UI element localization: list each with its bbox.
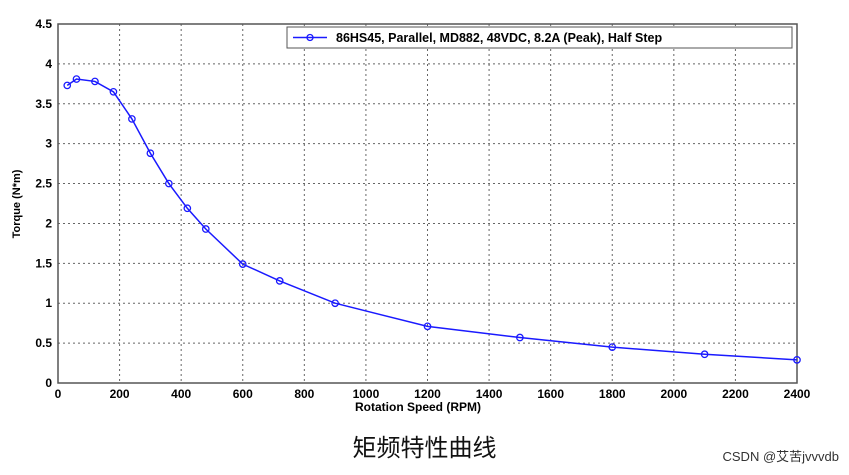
data-point xyxy=(793,356,801,364)
data-point xyxy=(146,149,155,158)
data-point xyxy=(516,333,524,342)
y-tick-label: 4 xyxy=(45,57,52,71)
y-tick-label: 0 xyxy=(45,376,52,390)
data-point xyxy=(331,299,339,308)
y-tick-label: 1 xyxy=(45,296,52,310)
y-tick-label: 2 xyxy=(45,216,52,230)
data-point xyxy=(423,322,432,331)
legend: 86HS45, Parallel, MD882, 48VDC, 8.2A (Pe… xyxy=(286,26,793,49)
watermark: CSDN @艾苦jvvvdb xyxy=(722,449,840,464)
grid xyxy=(58,24,797,383)
legend-marker-icon xyxy=(306,33,314,42)
x-tick-label: 200 xyxy=(110,387,130,401)
series-line xyxy=(66,78,798,361)
data-point xyxy=(275,277,284,285)
y-tick-label: 0.5 xyxy=(35,336,52,350)
data-point xyxy=(165,179,173,188)
data-point xyxy=(608,343,617,351)
x-tick-label: 1600 xyxy=(537,387,564,401)
x-tick-label: 2400 xyxy=(784,387,811,401)
x-tick-label: 600 xyxy=(233,387,253,401)
data-point xyxy=(183,204,192,213)
x-tick-label: 1400 xyxy=(476,387,503,401)
y-tick-label: 4.5 xyxy=(35,17,52,31)
x-tick-label: 800 xyxy=(294,387,314,401)
x-tick-label: 1800 xyxy=(599,387,626,401)
plot-frame xyxy=(57,23,798,384)
y-tick-label: 2.5 xyxy=(35,177,52,191)
x-tick-label: 0 xyxy=(55,387,62,401)
data-point xyxy=(63,81,72,90)
y-tick-label: 1.5 xyxy=(35,256,52,270)
x-tick-label: 1200 xyxy=(414,387,441,401)
data-point xyxy=(72,75,81,83)
data-point xyxy=(109,87,118,96)
chart-caption: 矩频特性曲线 xyxy=(352,434,497,462)
x-tick-label: 2200 xyxy=(722,387,749,401)
y-axis-label: Torque (N*m) xyxy=(11,169,23,238)
x-tick-label: 2000 xyxy=(660,387,687,401)
data-point xyxy=(238,260,247,268)
data-point xyxy=(700,350,709,359)
y-tick-label: 3.5 xyxy=(35,97,52,111)
data-point xyxy=(91,77,99,86)
data-point xyxy=(128,115,136,123)
y-tick-label: 3 xyxy=(45,137,52,151)
x-tick-label: 400 xyxy=(171,387,191,401)
x-tick-label: 1000 xyxy=(353,387,380,401)
torque-speed-chart: 0 200 400 600 800 1000 1200 1400 1600 1800 2000 220… xyxy=(11,17,811,414)
x-axis-label: Rotation Speed (RPM) xyxy=(355,400,481,414)
legend-label: 86HS45, Parallel, MD882, 48VDC, 8.2A (Pe… xyxy=(336,31,662,45)
data-point xyxy=(201,225,210,233)
